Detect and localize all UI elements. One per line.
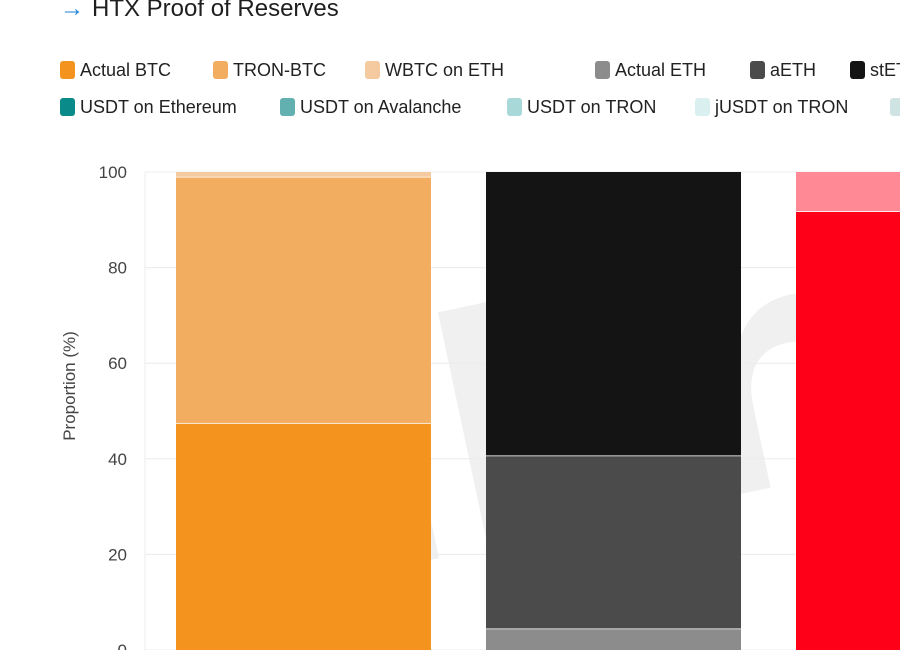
legend-item[interactable]: Actual BTC [60,58,171,82]
y-tick-label: 40 [108,450,127,469]
arrow-right-icon: → [60,0,84,22]
legend-item[interactable]: stETH [850,58,900,82]
legend-label: TRON-BTC [233,59,326,80]
legend-label: jUSDT on TRON [715,96,849,117]
legend-label: USDT on Ethereum [80,96,237,117]
legend-swatch [890,98,900,116]
legend-swatch [365,61,380,79]
legend-swatch [595,61,610,79]
legend-swatch [695,98,710,116]
legend-swatch [850,61,865,79]
y-axis-label: Proportion (%) [60,331,79,441]
bar-segment [486,455,741,629]
chart-title: HTX Proof of Reserves [92,0,339,22]
bar-segment [796,172,900,212]
bar-segment [176,172,431,177]
bar-segment [176,422,431,650]
legend-swatch [213,61,228,79]
legend-label: USDT on TRON [527,96,657,117]
bar-segment [796,211,900,650]
legend-item[interactable]: jUSDT on TRON [695,95,848,119]
legend-swatch [750,61,765,79]
legend-label: Actual BTC [80,59,172,80]
legend-item[interactable]: TRON-BTC [213,58,326,82]
legend-label: stETH [870,59,900,80]
legend-label: USDT on Avalanche [300,96,462,117]
y-tick-label: 0 [118,641,127,650]
legend-item[interactable]: WBTC on ETH [365,58,504,82]
chart-header: → HTX Proof of Reserves [60,0,339,24]
legend-label: aETH [770,59,817,80]
legend-item[interactable]: USDT on TRON [507,95,656,119]
legend-swatch [280,98,295,116]
legend-label: Actual ETH [615,59,707,80]
y-tick-label: 80 [108,259,127,278]
bar-segment [486,172,741,456]
legend-item[interactable]: aETH [750,58,816,82]
legend-item[interactable]: USDT on Avalanche [280,95,461,119]
legend-swatch [60,61,75,79]
y-tick-label: 100 [99,163,127,182]
legend-swatch [60,98,75,116]
legend-item[interactable] [890,95,900,119]
legend-label: WBTC on ETH [385,59,505,80]
bar-segment [486,628,741,650]
legend-swatch [507,98,522,116]
legend-item[interactable]: Actual ETH [595,58,706,82]
y-tick-label: 20 [108,545,127,564]
bar-segment [176,176,431,423]
legend-item[interactable]: USDT on Ethereum [60,95,237,119]
y-tick-label: 60 [108,354,127,373]
